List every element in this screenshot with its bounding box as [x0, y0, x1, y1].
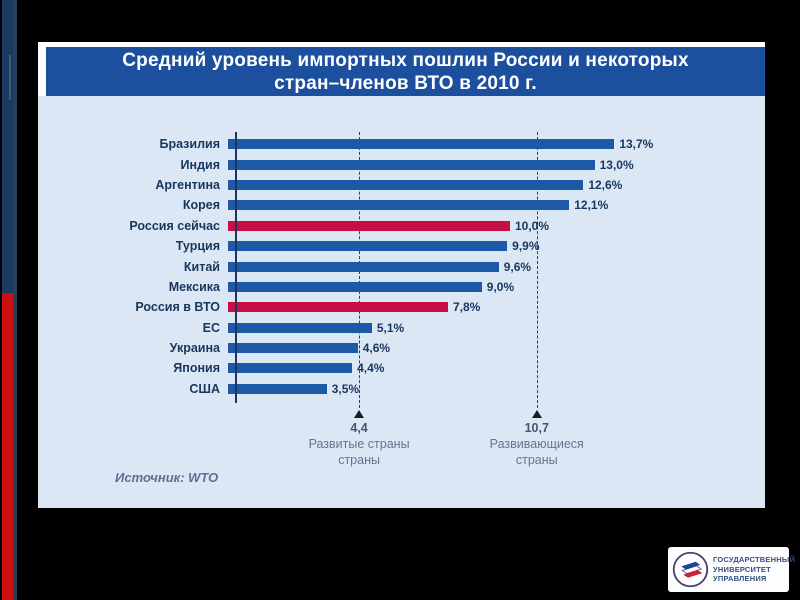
category-label: Корея — [182, 198, 220, 213]
bar-track: 13,7% — [228, 134, 765, 154]
bar — [228, 261, 499, 272]
reference-label-line: Развивающиеся — [489, 437, 584, 451]
category-label: Россия в ВТО — [135, 300, 220, 315]
chart-row: Бразилия 13,7% — [38, 134, 765, 154]
value-label: 12,6% — [588, 177, 623, 192]
bar-track: 9,9% — [228, 236, 765, 256]
chart-baseline-axis — [235, 132, 237, 403]
category-label: Турция — [175, 239, 220, 254]
category-label: Украина — [169, 341, 220, 356]
category-label: Аргентина — [155, 177, 220, 192]
bar-track: 13,0% — [228, 154, 765, 174]
reference-label-line: страны — [338, 453, 380, 467]
bar-track: 12,1% — [228, 195, 765, 215]
bar-track: 10,0% — [228, 216, 765, 236]
chart-row: Россия сейчас 10,0% — [38, 216, 765, 236]
category-label: Мексика — [168, 279, 220, 294]
university-logo: ГОСУДАРСТВЕННЫЙ УНИВЕРСИТЕТ УПРАВЛЕНИЯ — [668, 547, 795, 592]
bar — [228, 139, 615, 150]
bar — [228, 302, 448, 313]
presentation-slide: Средний уровень импортных пошлин России … — [38, 42, 765, 508]
bar-track: 9,6% — [228, 256, 765, 276]
chart-row: Мексика 9,0% — [38, 277, 765, 297]
university-name-line1: ГОСУДАРСТВЕННЫЙ — [713, 555, 795, 565]
reference-label-line: страны — [515, 453, 558, 467]
value-label: 12,1% — [574, 198, 609, 213]
value-label: 9,6% — [503, 259, 532, 274]
bar — [228, 322, 372, 333]
bar-track: 12,6% — [228, 175, 765, 195]
university-name: ГОСУДАРСТВЕННЫЙ УНИВЕРСИТЕТ УПРАВЛЕНИЯ — [713, 555, 795, 584]
bar — [228, 220, 510, 231]
university-name-line2: УНИВЕРСИТЕТ — [713, 564, 771, 574]
reference-annotation: 10,7 Развивающиеся страны — [457, 420, 617, 468]
value-label: 10,0% — [515, 218, 550, 233]
category-label: ЕС — [202, 320, 220, 335]
reference-arrow-icon — [354, 410, 365, 418]
value-label: 9,9% — [512, 239, 540, 254]
reference-arrow-icon — [531, 410, 542, 418]
slide-title-line2: стран–членов ВТО в 2010 г. — [274, 72, 537, 94]
category-label: Япония — [173, 361, 220, 376]
category-label: Китай — [183, 259, 220, 274]
bar — [228, 363, 353, 374]
slide-title-line1: Средний уровень импортных пошлин России … — [122, 49, 689, 71]
category-label: Бразилия — [159, 137, 220, 152]
bar-track: 4,6% — [228, 338, 765, 358]
chart-row: Россия в ВТО 7,8% — [38, 297, 765, 317]
chart-source-note: Источник: WTO — [115, 470, 219, 485]
chart-rows: Бразилия 13,7% Индия 13,0% Аргентина 12,6% Кор… — [38, 134, 765, 399]
bar — [228, 159, 595, 170]
value-label: 9,0% — [486, 279, 515, 294]
bar — [228, 343, 358, 354]
bar-track: 3,5% — [228, 379, 765, 399]
chart-row: США 3,5% — [38, 379, 765, 399]
value-label: 4,6% — [362, 341, 391, 356]
university-name-line3: УПРАВЛЕНИЯ — [713, 574, 767, 584]
bar — [228, 241, 508, 252]
left-strip-navy-segment — [2, 0, 13, 293]
category-label: Россия сейчас — [129, 218, 220, 233]
bar — [228, 200, 570, 211]
value-label: 13,7% — [619, 137, 654, 152]
category-label: США — [189, 381, 220, 396]
reference-label-line: Развитые страны — [308, 437, 410, 451]
slide-title-bar: Средний уровень импортных пошлин России … — [46, 47, 765, 96]
chart-row: Индия 13,0% — [38, 154, 765, 174]
chart-row: ЕС 5,1% — [38, 318, 765, 338]
category-label: Индия — [180, 157, 220, 172]
chart-row: Украина 4,6% — [38, 338, 765, 358]
value-label: 3,5% — [331, 381, 360, 396]
bar-track: 5,1% — [228, 318, 765, 338]
value-label: 7,8% — [452, 300, 481, 315]
chart-row: Китай 9,6% — [38, 256, 765, 276]
left-strip-edge — [13, 0, 17, 600]
chart-row: Корея 12,1% — [38, 195, 765, 215]
bar — [228, 281, 482, 292]
left-strip-red-segment — [2, 293, 13, 600]
university-emblem-icon — [672, 551, 709, 588]
reference-annotation: 4,4 Развитые страны страны — [279, 420, 439, 468]
chart-row: Турция 9,9% — [38, 236, 765, 256]
bar-track: 9,0% — [228, 277, 765, 297]
left-strip-highlight — [9, 55, 11, 100]
bar — [228, 179, 584, 190]
reference-value: 4,4 — [350, 421, 368, 435]
reference-dashed-line — [536, 132, 538, 408]
left-accent-strip — [2, 0, 13, 600]
bar — [228, 383, 327, 394]
value-label: 13,0% — [599, 157, 634, 172]
chart-row: Япония 4,4% — [38, 358, 765, 378]
reference-value: 10,7 — [524, 421, 549, 435]
value-label: 4,4% — [357, 361, 385, 376]
bar-track: 7,8% — [228, 297, 765, 317]
chart-row: Аргентина 12,6% — [38, 175, 765, 195]
value-label: 5,1% — [376, 320, 405, 335]
bar-track: 4,4% — [228, 358, 765, 378]
